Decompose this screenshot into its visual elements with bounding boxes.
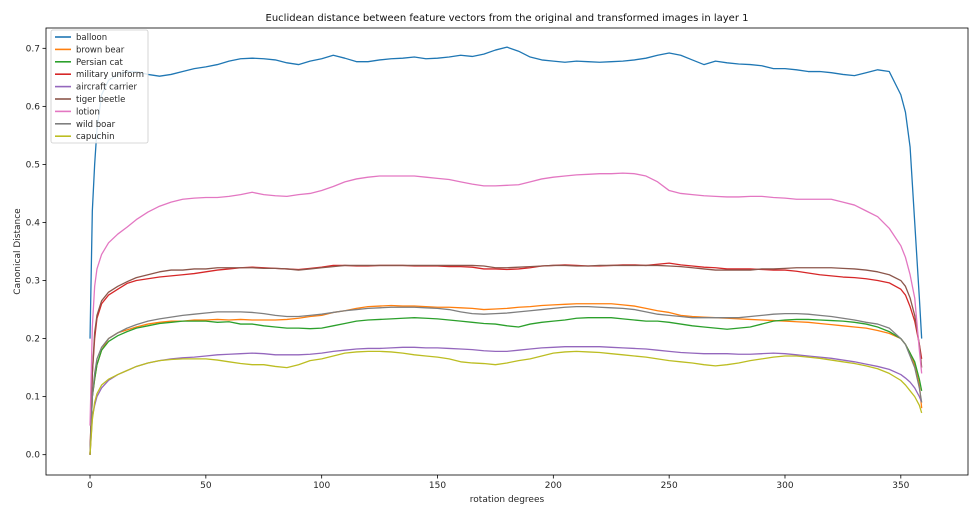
series-line-lotion <box>89 172 923 426</box>
series-layer <box>89 46 923 455</box>
series-line-military-uniform <box>89 262 923 455</box>
series-line-tiger-beetle <box>89 264 923 455</box>
y-tick-label: 0.1 <box>26 393 40 403</box>
chart-title: Euclidean distance between feature vecto… <box>266 13 749 24</box>
series-line-capuchin <box>89 350 923 455</box>
legend-box <box>50 29 149 144</box>
y-tick-label: 0.6 <box>26 102 41 112</box>
legend-label: balloon <box>76 33 107 43</box>
y-tick-label: 0.3 <box>26 277 40 287</box>
legend-label: lotion <box>76 107 100 117</box>
legend-label: capuchin <box>76 132 114 142</box>
plot-frame <box>45 27 969 476</box>
x-tick-label: 250 <box>661 481 678 491</box>
x-tick-label: 200 <box>545 481 562 491</box>
series-line-wild-boar <box>89 305 923 455</box>
legend-label: tiger beetle <box>76 95 125 105</box>
x-tick-label: 100 <box>313 481 330 491</box>
series-line-persian-cat <box>89 317 923 455</box>
x-tick-label: 300 <box>776 481 793 491</box>
legend-label: brown bear <box>76 45 125 55</box>
y-tick-label: 0.5 <box>26 160 40 170</box>
y-tick-label: 0.4 <box>26 218 41 228</box>
x-tick-label: 150 <box>429 481 446 491</box>
x-axis-label: rotation degrees <box>470 495 545 505</box>
plot-background <box>46 28 968 475</box>
x-axis: 0 50 100 150 200 250 300 350 <box>87 475 910 491</box>
legend-label: wild boar <box>76 120 116 130</box>
y-axis: 0.0 0.1 0.2 0.3 0.4 0.5 0.6 0.7 <box>26 44 46 461</box>
series-line-brown-bear <box>89 303 923 455</box>
legend: balloon brown bear Persian cat military uni… <box>50 29 149 144</box>
y-tick-label: 0.7 <box>26 44 40 54</box>
legend-label: Persian cat <box>76 58 124 68</box>
plot-area <box>45 27 969 476</box>
series-line-balloon <box>89 46 923 339</box>
y-axis-label: Canonical Distance <box>13 208 23 295</box>
x-tick-label: 0 <box>87 481 93 491</box>
series-line-aircraft-carrier <box>89 346 923 455</box>
y-tick-label: 0.2 <box>26 335 40 345</box>
x-tick-label: 50 <box>200 481 212 491</box>
x-tick-label: 350 <box>892 481 909 491</box>
legend-label: aircraft carrier <box>76 83 137 93</box>
y-tick-label: 0.0 <box>26 451 41 461</box>
legend-label: military uniform <box>76 70 144 80</box>
